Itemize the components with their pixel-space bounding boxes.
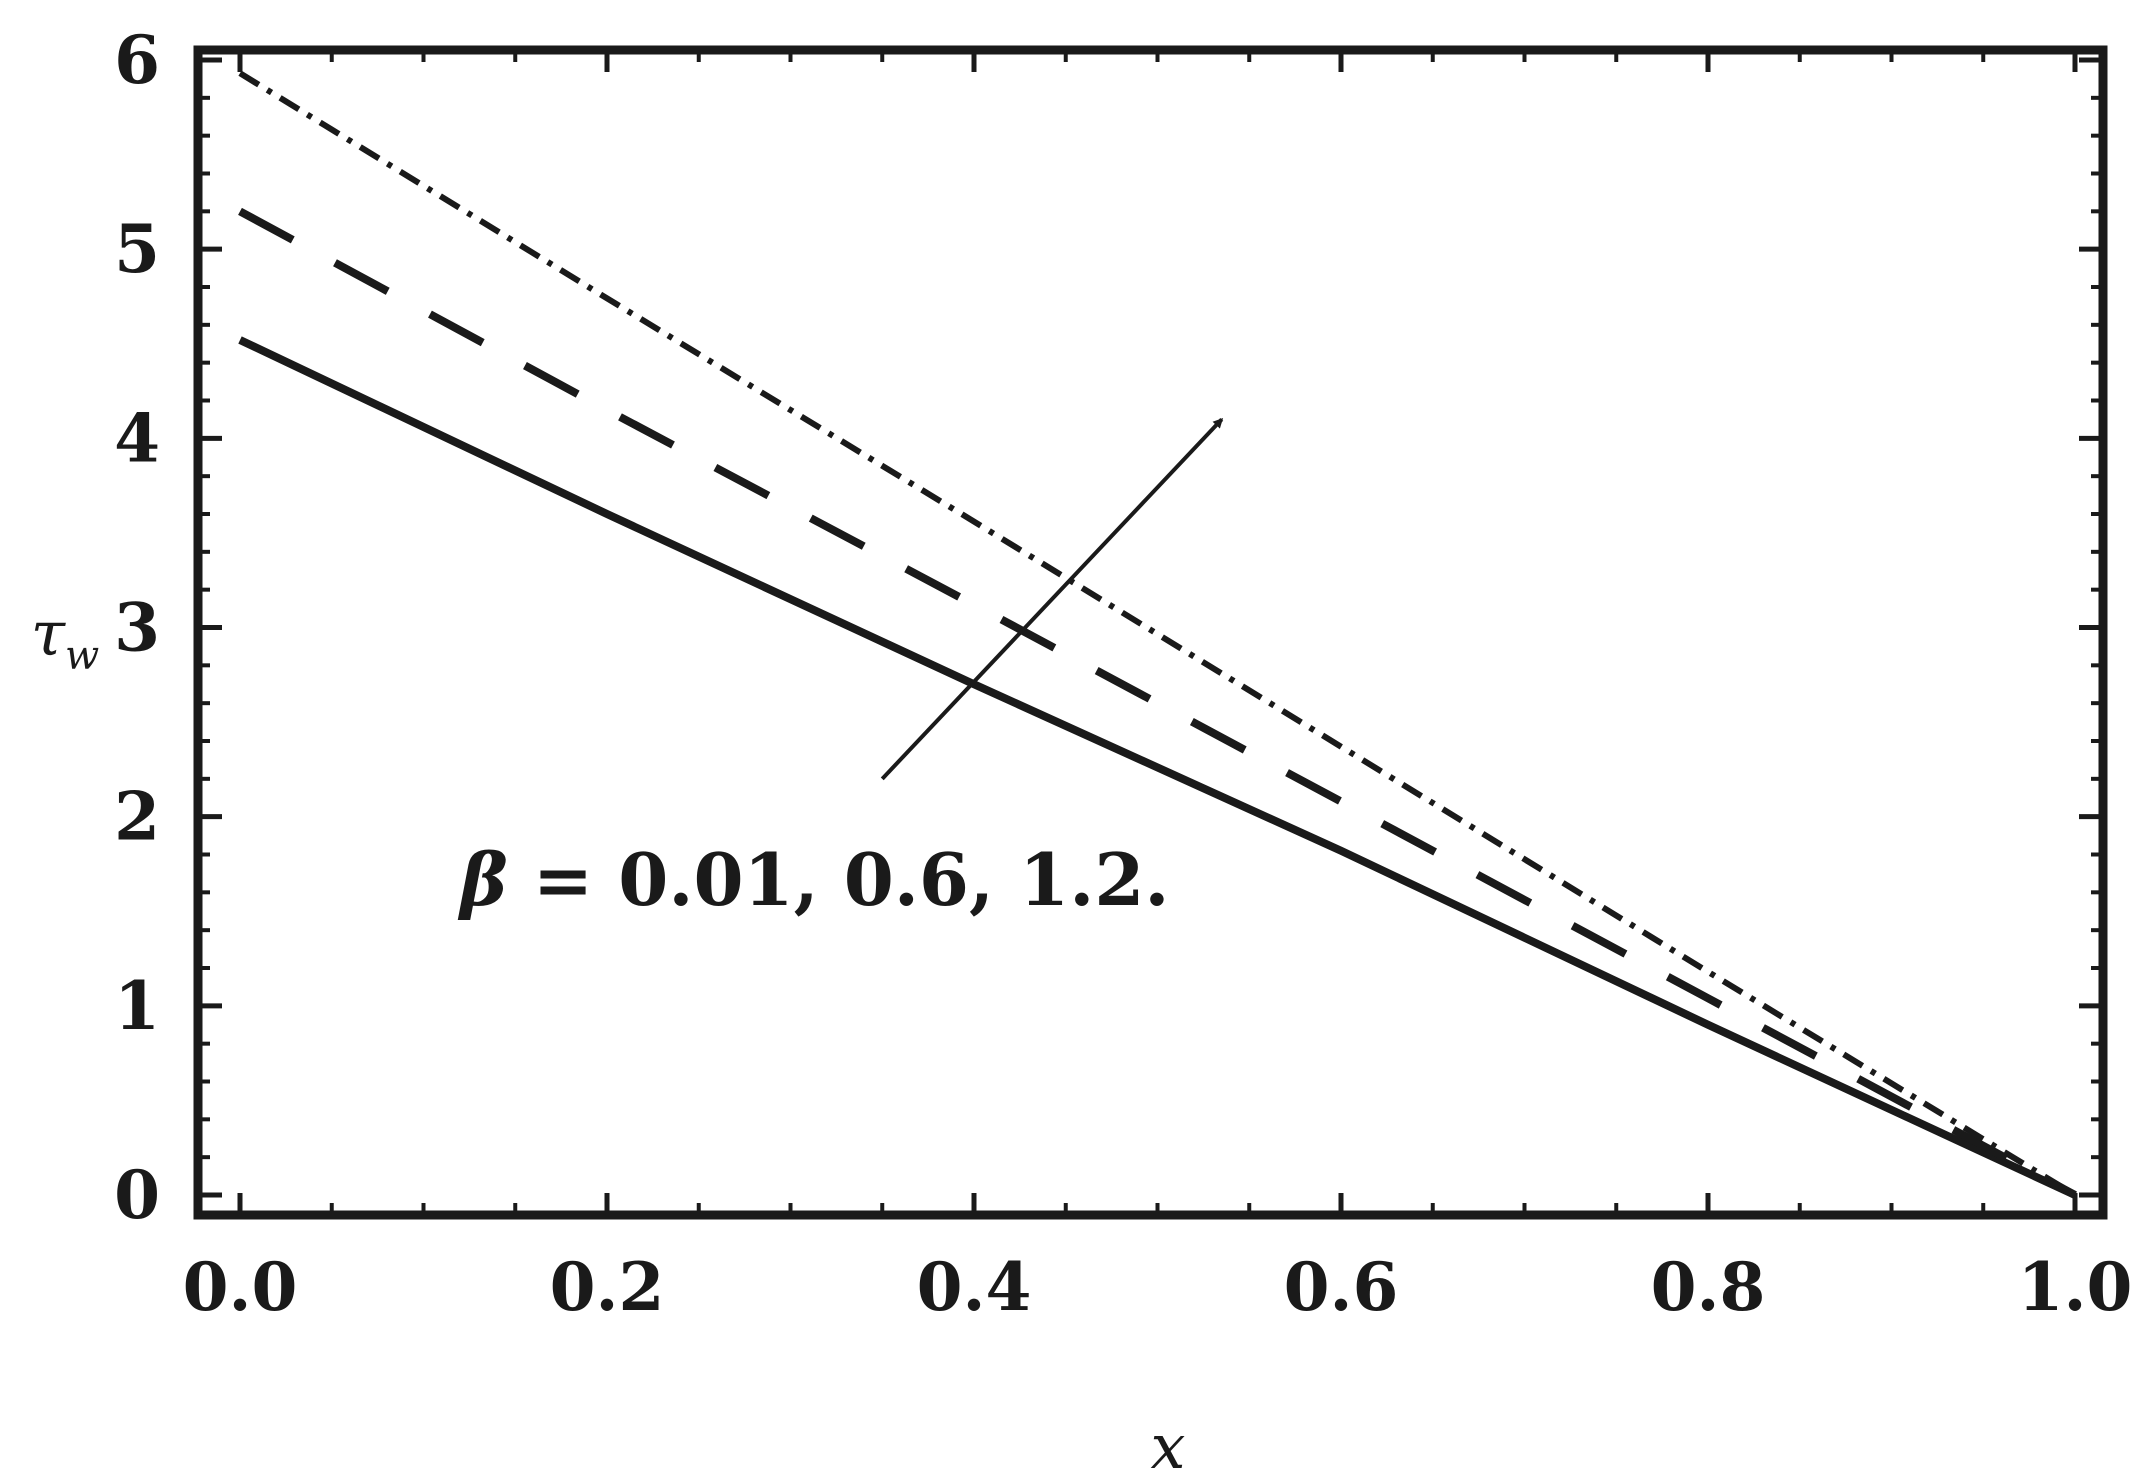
series-line-1	[238, 336, 2077, 1199]
y-tick-label: 5	[114, 210, 160, 288]
y-axis-label-base: τ	[31, 597, 67, 670]
x-ticks: 0.0 0.2 0.4 0.6 0.8 1.0	[183, 50, 2133, 1326]
series-line-3	[238, 70, 2077, 1198]
annotation-values: = 0.01, 0.6, 1.2.	[508, 837, 1170, 922]
y-tick-label: 4	[114, 399, 160, 477]
x-axis-label: x	[1151, 1410, 1186, 1482]
annotation-arrow	[880, 417, 1224, 781]
y-axis-label-sub: w	[65, 633, 99, 679]
y-tick-label: 0	[114, 1156, 160, 1234]
series-group	[238, 70, 2077, 1199]
x-tick-label: 0.8	[1651, 1248, 1766, 1326]
annotation-label: β = 0.01, 0.6, 1.2.	[457, 837, 1170, 922]
x-tick-label: 1.0	[2018, 1248, 2133, 1326]
plot-frame	[193, 45, 2108, 1220]
annotation-symbol: β	[457, 837, 508, 922]
y-tick-label: 1	[114, 967, 160, 1045]
x-tick-label: 0.6	[1284, 1248, 1399, 1326]
y-tick-label: 6	[114, 21, 160, 99]
series-line-2	[238, 207, 2077, 1199]
x-tick-label: 0.0	[183, 1248, 298, 1326]
x-tick-label: 0.2	[550, 1248, 665, 1326]
x-tick-label: 0.4	[917, 1248, 1032, 1326]
y-tick-label: 3	[114, 589, 160, 667]
y-ticks: 0 1 2 3 4 5 6	[114, 21, 2103, 1234]
y-tick-label: 2	[114, 778, 160, 856]
y-axis-label: τw	[31, 597, 100, 679]
